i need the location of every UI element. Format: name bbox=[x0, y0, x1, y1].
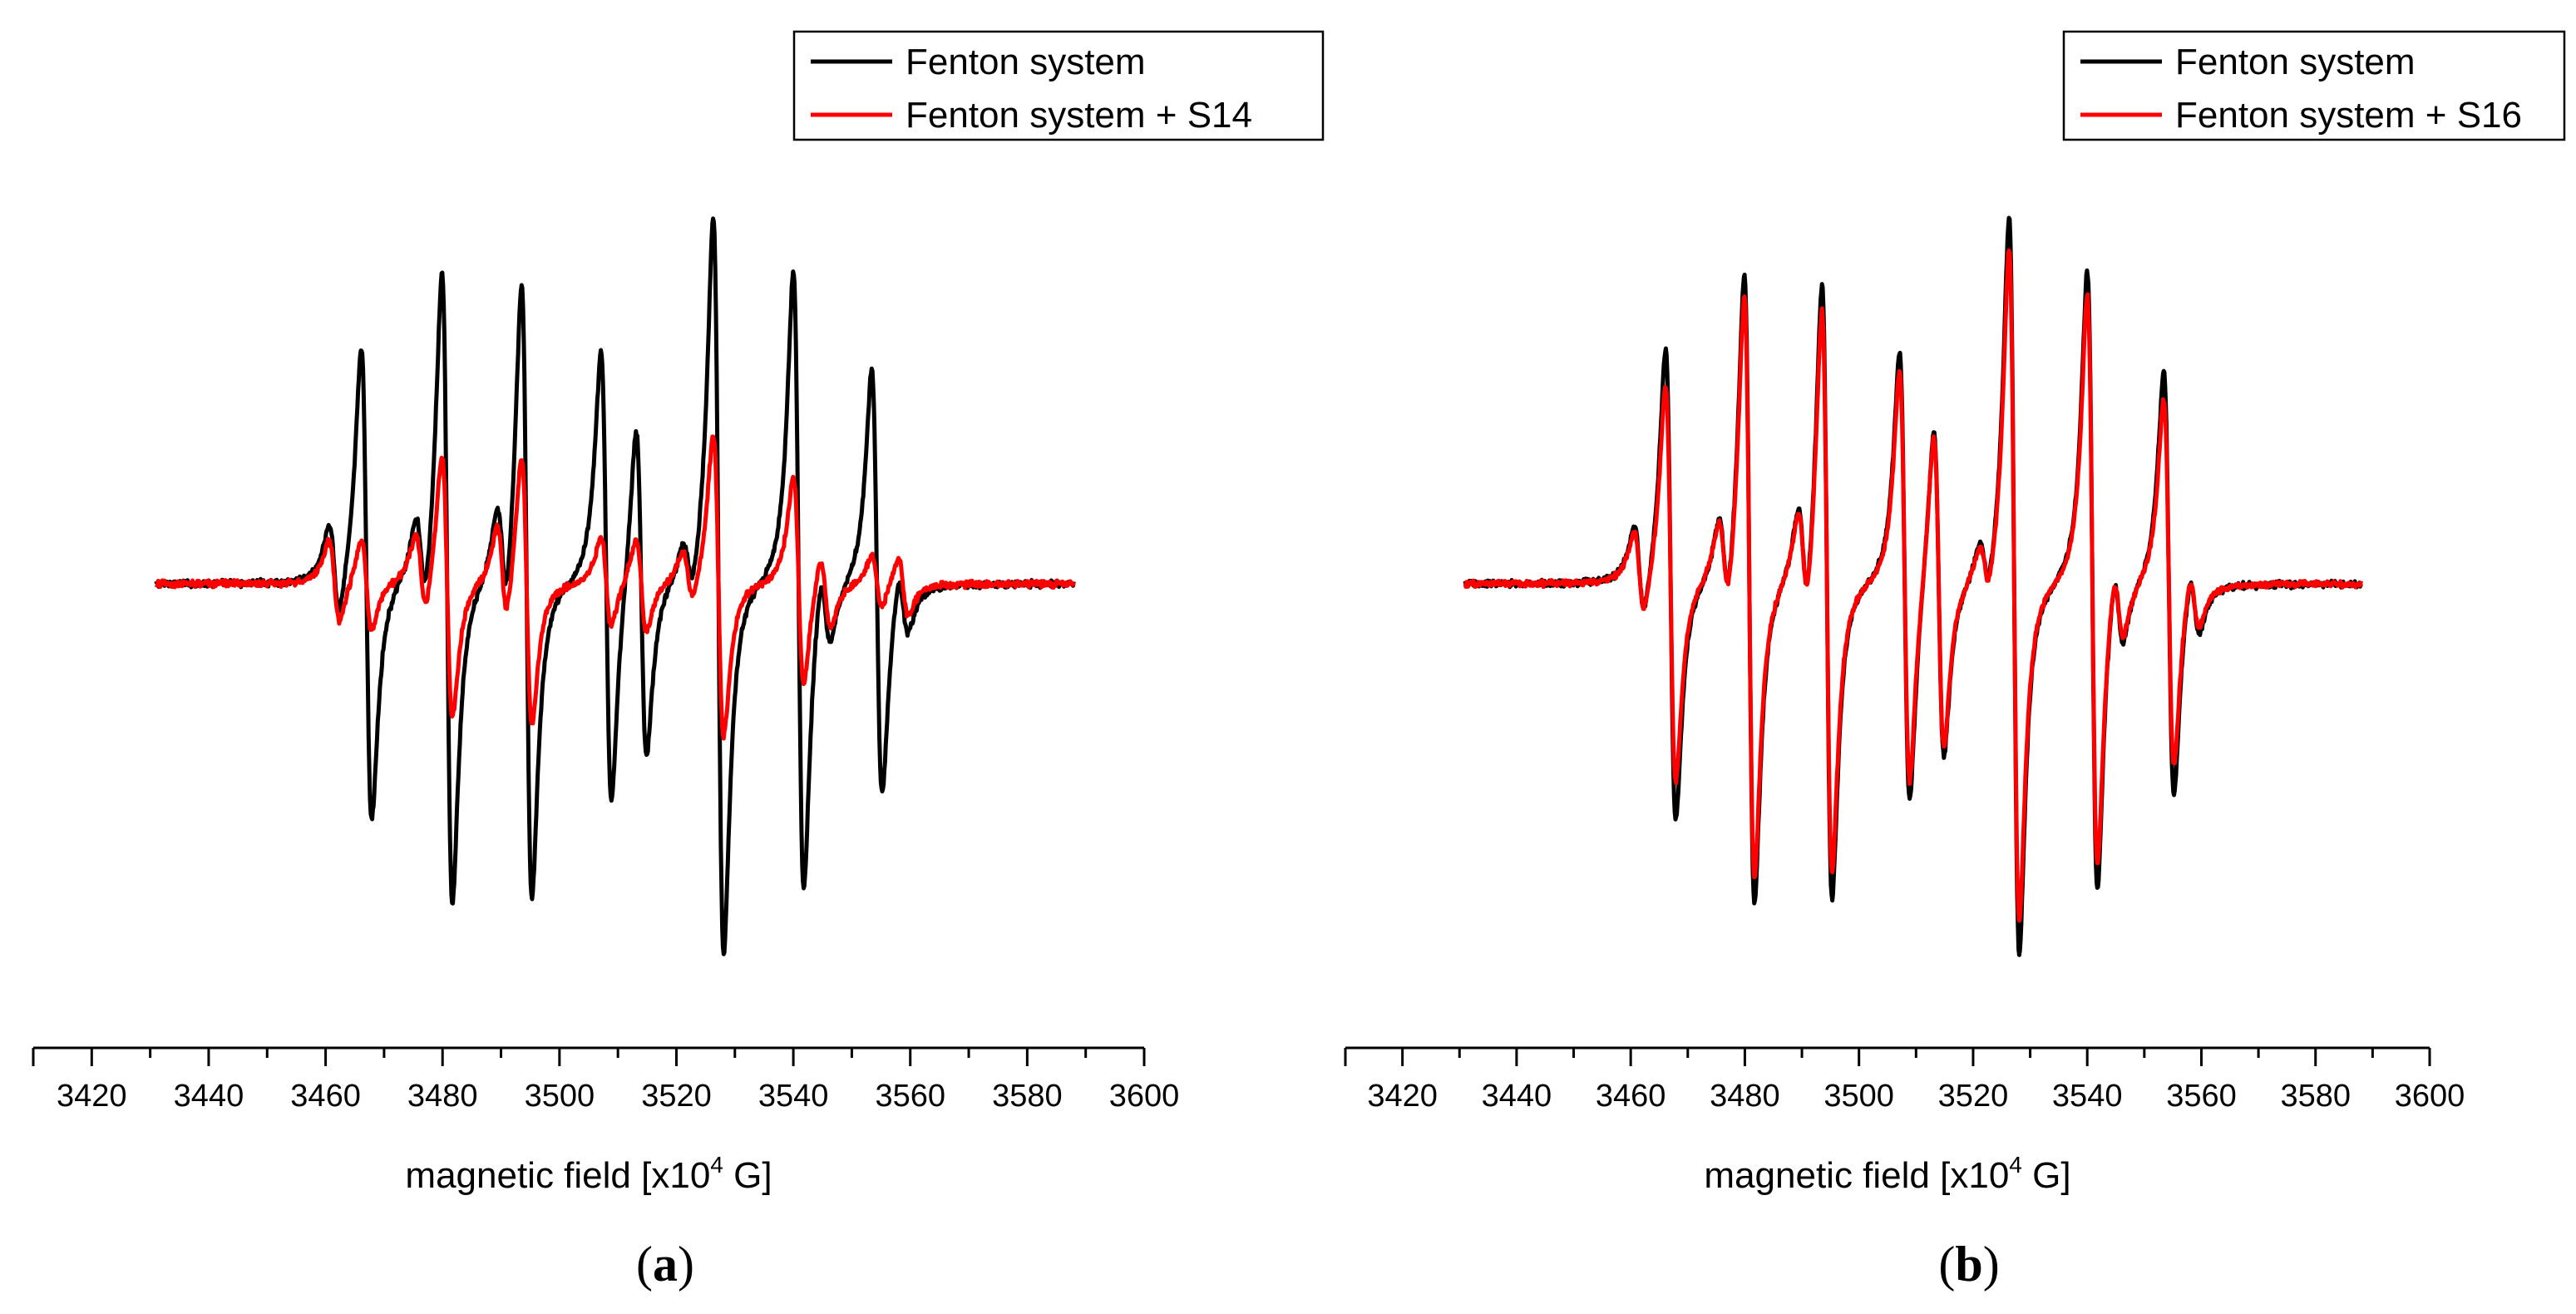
legend-entry: Fenton system + S14 bbox=[906, 95, 1252, 136]
x-tick-label: 3420 bbox=[1367, 1079, 1438, 1114]
x-tick-label: 3540 bbox=[758, 1079, 829, 1114]
x-tick-label: 3580 bbox=[2280, 1079, 2351, 1114]
x-tick-label: 3580 bbox=[992, 1079, 1063, 1114]
x-tick-label: 3520 bbox=[1938, 1079, 2009, 1114]
legend: Fenton system Fenton system + S14 bbox=[794, 32, 1323, 140]
legend-entry: Fenton system + S16 bbox=[2175, 95, 2522, 136]
x-tick-label: 3440 bbox=[1482, 1079, 1552, 1114]
x-tick-label: 3520 bbox=[641, 1079, 712, 1114]
legend-entry: Fenton system bbox=[2175, 42, 2416, 82]
panel-label: (a) bbox=[636, 1237, 694, 1292]
legend: Fenton system Fenton system + S16 bbox=[2064, 32, 2564, 140]
x-tick-label: 3480 bbox=[407, 1079, 478, 1114]
x-tick-label: 3600 bbox=[2395, 1079, 2465, 1114]
x-tick-label: 3460 bbox=[1596, 1079, 1666, 1114]
x-tick-label: 3440 bbox=[174, 1079, 244, 1114]
x-tick-label: 3500 bbox=[1823, 1079, 1894, 1114]
x-tick-label: 3560 bbox=[2166, 1079, 2237, 1114]
x-tick-label: 3600 bbox=[1109, 1079, 1180, 1114]
x-tick-label: 3560 bbox=[875, 1079, 945, 1114]
x-tick-label: 3500 bbox=[525, 1079, 595, 1114]
legend-entry: Fenton system bbox=[906, 42, 1146, 82]
panel-label: (b) bbox=[1938, 1237, 1999, 1292]
figure: 3420 3440 3460 3480 3500 3520 3540 3560 3580 3600… bbox=[0, 0, 2576, 1314]
x-tick-label: 3460 bbox=[290, 1079, 361, 1114]
x-tick-label: 3420 bbox=[57, 1079, 127, 1114]
x-tick-label: 3480 bbox=[1710, 1079, 1780, 1114]
x-tick-label: 3540 bbox=[2052, 1079, 2123, 1114]
